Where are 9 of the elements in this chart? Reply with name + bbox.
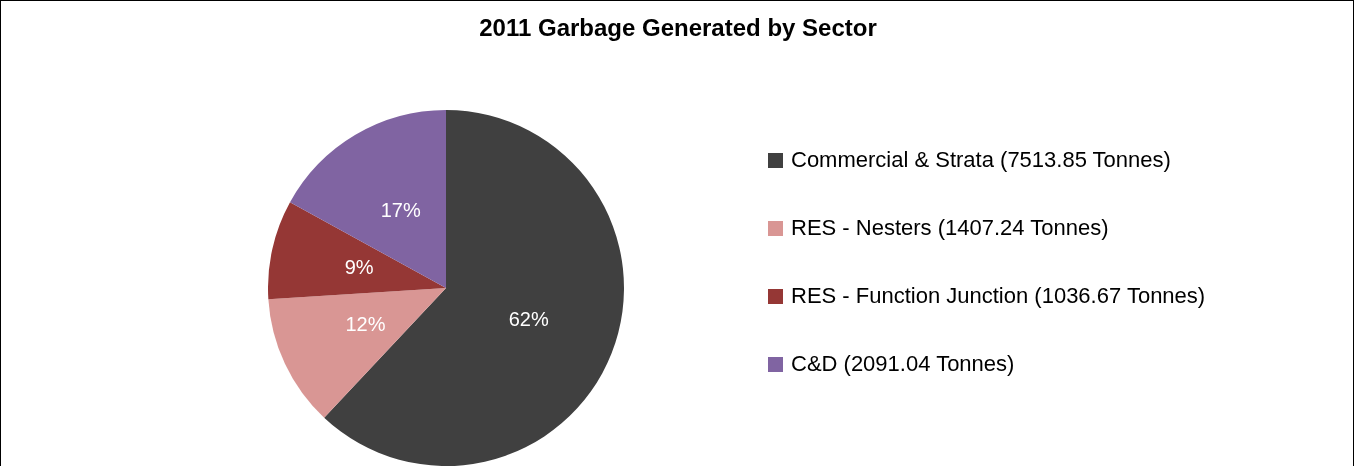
legend-label: RES - Nesters (1407.24 Tonnes) bbox=[791, 215, 1109, 241]
legend-label: Commercial & Strata (7513.85 Tonnes) bbox=[791, 147, 1171, 173]
chart-title: 2011 Garbage Generated by Sector bbox=[478, 14, 878, 42]
legend-label: C&D (2091.04 Tonnes) bbox=[791, 351, 1015, 377]
data-label: 12% bbox=[345, 313, 386, 336]
legend-label: RES - Function Junction (1036.67 Tonnes) bbox=[791, 283, 1206, 309]
data-label: 62% bbox=[508, 308, 549, 331]
data-label: 17% bbox=[380, 198, 421, 221]
data-label: 9% bbox=[344, 256, 374, 279]
